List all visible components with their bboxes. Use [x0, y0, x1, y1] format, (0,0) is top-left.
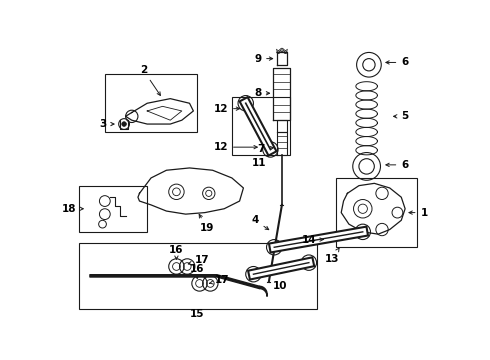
Text: 10: 10 — [272, 281, 287, 291]
Text: 8: 8 — [254, 88, 270, 98]
Text: 13: 13 — [325, 248, 339, 264]
Text: 18: 18 — [62, 204, 83, 214]
Text: 14: 14 — [302, 235, 323, 244]
Text: 6: 6 — [386, 58, 409, 67]
Text: 17: 17 — [188, 255, 210, 265]
Text: 11: 11 — [251, 158, 266, 167]
Text: 6: 6 — [386, 160, 409, 170]
Text: 15: 15 — [190, 309, 204, 319]
Text: 4: 4 — [251, 215, 269, 230]
Text: 12: 12 — [214, 142, 257, 152]
Text: 3: 3 — [99, 119, 114, 129]
Text: 16: 16 — [169, 245, 184, 259]
Text: 16: 16 — [190, 264, 204, 279]
Text: 19: 19 — [199, 215, 215, 233]
Text: 12: 12 — [214, 104, 240, 114]
Text: 1: 1 — [409, 208, 428, 217]
Text: 7: 7 — [257, 144, 273, 154]
Text: 5: 5 — [393, 111, 409, 121]
Text: 9: 9 — [254, 54, 272, 64]
Circle shape — [122, 122, 126, 126]
Text: 2: 2 — [140, 65, 160, 95]
Text: 17: 17 — [209, 275, 229, 285]
